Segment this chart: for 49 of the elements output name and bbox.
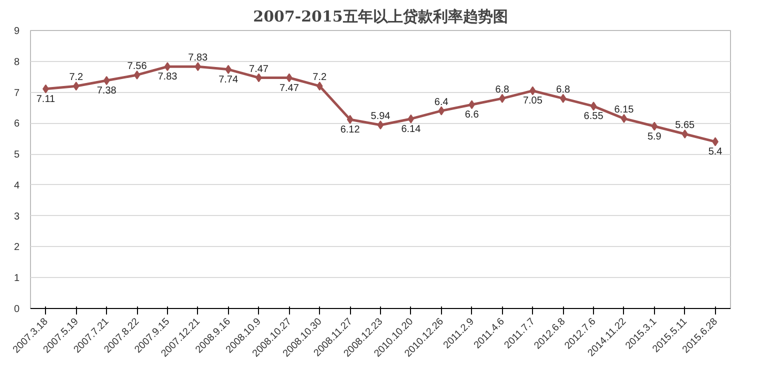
point	[164, 62, 171, 72]
data-label: 5.94	[370, 111, 391, 122]
data-label: 5.65	[675, 120, 696, 131]
data-label: 6.55	[584, 111, 604, 122]
point	[194, 62, 202, 72]
data-label: 6.6	[464, 110, 480, 121]
y-tick-label: 0	[14, 304, 20, 315]
y-tick-label: 5	[14, 150, 20, 161]
point	[377, 120, 384, 130]
y-tick-label: 7	[14, 88, 20, 99]
y-tick-label: 8	[14, 56, 20, 68]
point	[72, 82, 80, 91]
point	[438, 106, 445, 116]
data-label: 7.47	[249, 64, 269, 75]
y-tick-label: 6	[14, 118, 20, 130]
data-label: 7.05	[522, 96, 543, 107]
point	[134, 70, 140, 80]
data-label: 7.2	[312, 72, 328, 84]
y-tick-label: 1	[14, 273, 20, 284]
data-label: 7.2	[69, 72, 84, 84]
point	[560, 94, 566, 103]
point	[651, 122, 658, 131]
data-label: 7.83	[188, 52, 208, 64]
point	[682, 129, 688, 138]
data-label: 6.15	[614, 104, 634, 116]
data-label: 5.9	[647, 131, 662, 142]
data-label: 7.56	[127, 60, 148, 72]
data-label: 7.38	[96, 86, 117, 97]
y-tick-label: 2	[14, 242, 20, 254]
point	[103, 76, 110, 86]
data-label: 6.8	[495, 84, 510, 96]
data-label: 6.14	[401, 124, 422, 135]
data-label: 5.4	[708, 146, 723, 158]
data-label: 6.12	[340, 124, 360, 136]
data-label: 7.74	[218, 74, 238, 86]
point	[346, 114, 354, 124]
y-tick-label: 4	[14, 180, 20, 192]
y-tick-label: 3	[14, 211, 20, 222]
point	[620, 114, 628, 124]
point	[590, 102, 597, 111]
chart-title: 2007-2015五年以上贷款利率趋势图	[253, 8, 508, 26]
data-label: 6.4	[434, 96, 449, 108]
data-label: 7.47	[279, 82, 300, 94]
data-label: 7.83	[158, 72, 178, 83]
point	[316, 82, 323, 91]
data-label: 7.11	[36, 94, 56, 105]
data-label: 6.8	[556, 84, 570, 96]
point	[408, 114, 414, 124]
y-tick-label: 9	[14, 26, 20, 37]
